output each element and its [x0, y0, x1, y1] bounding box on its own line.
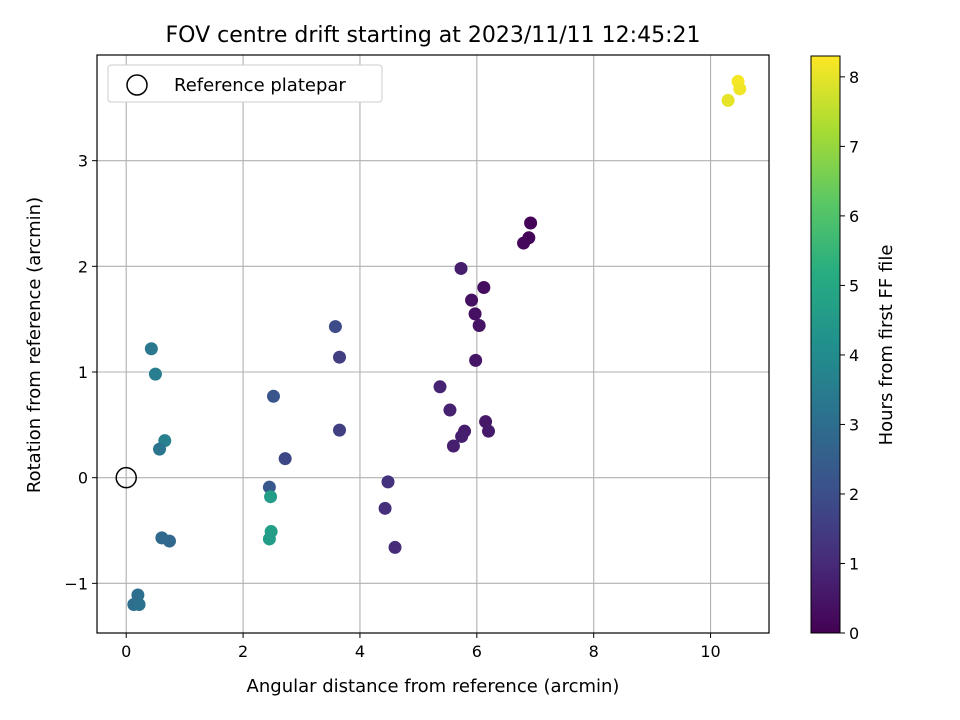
colorbar-gradient	[810, 55, 841, 634]
data-point	[148, 367, 162, 381]
data-point	[733, 82, 747, 96]
colorbar-ticks: 0 1 2 3 4 5 6 7 8	[840, 68, 859, 643]
legend-marker-hollow-circle	[126, 74, 148, 96]
y-tick-label: 1	[78, 363, 88, 382]
legend-box	[107, 64, 383, 103]
y-tick-label: 2	[78, 257, 88, 276]
data-point	[482, 424, 496, 438]
data-point	[469, 353, 483, 367]
data-point	[262, 532, 276, 546]
data-point	[153, 442, 167, 456]
colorbar-tick-label: 3	[849, 415, 859, 434]
data-point	[455, 429, 469, 443]
x-tick-label: 0	[121, 642, 131, 661]
data-point	[333, 350, 347, 364]
y-tick-label: 3	[78, 152, 88, 171]
x-tick-label: 2	[238, 642, 248, 661]
data-point	[446, 439, 460, 453]
colorbar-tick-label: 8	[849, 68, 859, 87]
colorbar: 0 1 2 3 4 5 6 7 8 Hours from first FF file	[810, 55, 897, 643]
data-point	[278, 452, 292, 466]
legend: Reference platepar	[107, 64, 383, 103]
colorbar-label: Hours from first FF file	[876, 245, 897, 446]
data-point	[433, 380, 447, 394]
x-tick-label: 8	[589, 642, 599, 661]
data-point	[524, 216, 538, 230]
data-point	[132, 597, 146, 611]
data-points	[115, 74, 747, 611]
axis-ticks: 0 2 4 6 8 10 −1 0 1 2 3	[64, 152, 720, 661]
colorbar-tick-label: 6	[849, 207, 859, 226]
x-tick-label: 4	[355, 642, 365, 661]
data-point	[721, 93, 735, 107]
data-point	[517, 236, 531, 250]
data-point	[266, 389, 280, 403]
chart-title: FOV centre drift starting at 2023/11/11 …	[166, 23, 701, 48]
data-point	[443, 403, 457, 417]
grid-lines	[97, 55, 769, 633]
data-point	[378, 501, 392, 515]
y-tick-label: 0	[78, 469, 88, 488]
data-point	[144, 342, 158, 356]
colorbar-tick-label: 7	[849, 137, 859, 156]
legend-label-reference-platepar: Reference platepar	[174, 75, 346, 96]
reference-platepar-marker	[115, 466, 137, 489]
data-point	[454, 261, 468, 275]
x-axis-label: Angular distance from reference (arcmin)	[247, 676, 620, 697]
data-point	[381, 475, 395, 489]
x-tick-label: 6	[472, 642, 482, 661]
data-point	[262, 480, 276, 494]
x-tick-label: 10	[700, 642, 720, 661]
colorbar-tick-label: 1	[849, 554, 859, 573]
data-point	[264, 490, 278, 504]
colorbar-tick-label: 2	[849, 485, 859, 504]
y-tick-label: −1	[64, 574, 88, 593]
data-point	[388, 540, 402, 554]
colorbar-tick-label: 4	[849, 346, 859, 365]
data-point	[468, 307, 482, 321]
plot-area-frame	[96, 54, 770, 634]
data-point	[328, 320, 342, 334]
data-point	[333, 423, 347, 437]
colorbar-tick-label: 5	[849, 276, 859, 295]
data-point	[465, 293, 479, 307]
data-point	[162, 534, 176, 548]
y-axis-label: Rotation from reference (arcmin)	[24, 197, 45, 493]
data-point	[477, 280, 491, 294]
data-point	[472, 319, 486, 333]
colorbar-tick-label: 0	[849, 624, 859, 643]
